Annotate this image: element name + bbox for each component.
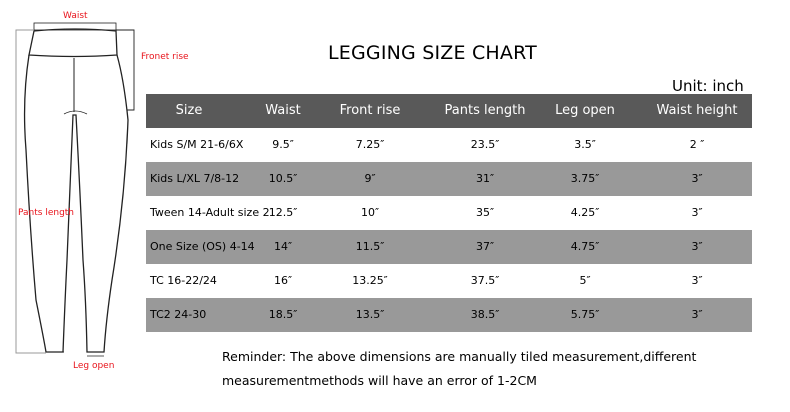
header-cell: Leg open	[555, 103, 615, 118]
table-cell: 5.75″	[570, 308, 600, 321]
table-cell: 12.5″	[268, 206, 298, 219]
table-cell: 13.5″	[355, 308, 385, 321]
table-row: Kids L/XL 7/8-12 10.5″ 9″ 31″ 3.75″ 3″	[146, 162, 752, 196]
table-cell: 18.5″	[268, 308, 298, 321]
table-cell: 31″	[475, 172, 495, 185]
table-cell: 9.5″	[272, 138, 294, 151]
pants-length-label: Pants length	[18, 208, 75, 218]
table-cell: 35″	[475, 206, 495, 219]
table-row: Tween 14-Adult size 2 12.5″ 10″ 35″ 4.25″ 3″	[146, 196, 752, 230]
table-cell: 3″	[691, 240, 703, 253]
table-cell: TC 16-22/24	[150, 274, 217, 287]
table-cell: 3″	[691, 206, 703, 219]
table-cell: 37″	[475, 240, 495, 253]
table-cell: 3″	[691, 172, 703, 185]
leggings-diagram	[15, 22, 135, 357]
table-cell: 10″	[360, 206, 380, 219]
table-row: Kids S/M 21-6/6X 9.5″ 7.25″ 23.5″ 3.5″ 2 ″	[146, 128, 752, 162]
table-cell: 9″	[364, 172, 376, 185]
table-cell: 13.25″	[352, 274, 388, 287]
table-cell: 3.75″	[570, 172, 600, 185]
table-header: Size Waist Front rise Pants length Leg o…	[146, 94, 752, 128]
table-cell: One Size (OS) 4-14	[150, 240, 255, 253]
table-cell: Kids S/M 21-6/6X	[150, 138, 244, 151]
header-cell: Size	[175, 103, 203, 118]
table-row: One Size (OS) 4-14 14″ 11.5″ 37″ 4.75″ 3″	[146, 230, 752, 264]
chart-title: LEGGING SIZE CHART	[328, 42, 537, 64]
header-cell: Pants length	[444, 103, 526, 118]
table-row: TC2 24-30 18.5″ 13.5″ 38.5″ 5.75″ 3″	[146, 298, 752, 332]
reminder-note: Reminder: The above dimensions are manua…	[222, 349, 697, 388]
waist-label: Waist	[63, 11, 88, 21]
front-rise-label: Fronet rise	[141, 52, 189, 62]
size-table: Size Waist Front rise Pants length Leg o…	[146, 94, 752, 332]
table-cell: 3.5″	[574, 138, 596, 151]
table-cell: Tween 14-Adult size 2	[150, 206, 270, 219]
leg-open-label: Leg open	[73, 361, 115, 371]
table-cell: 16″	[273, 274, 293, 287]
table-cell: 14″	[273, 240, 293, 253]
table-cell: 5″	[579, 274, 591, 287]
header-cell: Waist height	[656, 103, 738, 118]
table-cell: 3″	[691, 274, 703, 287]
table-cell: TC2 24-30	[150, 308, 207, 321]
table-cell: 7.25″	[355, 138, 385, 151]
table-cell: 11.5″	[355, 240, 385, 253]
table-cell: 3″	[691, 308, 703, 321]
header-cell: Front rise	[339, 103, 401, 118]
table-cell: Kids L/XL 7/8-12	[150, 172, 240, 185]
table-row: TC 16-22/24 16″ 13.25″ 37.5″ 5″ 3″	[146, 264, 752, 298]
table-cell: 4.25″	[570, 206, 600, 219]
table-cell: 4.75″	[570, 240, 600, 253]
table-cell: 37.5″	[470, 274, 500, 287]
table-cell: 23.5″	[470, 138, 500, 151]
table-cell: 2 ″	[689, 138, 705, 151]
table-cell: 10.5″	[268, 172, 298, 185]
unit-label: Unit: inch	[672, 77, 744, 95]
header-cell: Waist	[265, 103, 301, 118]
table-cell: 38.5″	[470, 308, 500, 321]
